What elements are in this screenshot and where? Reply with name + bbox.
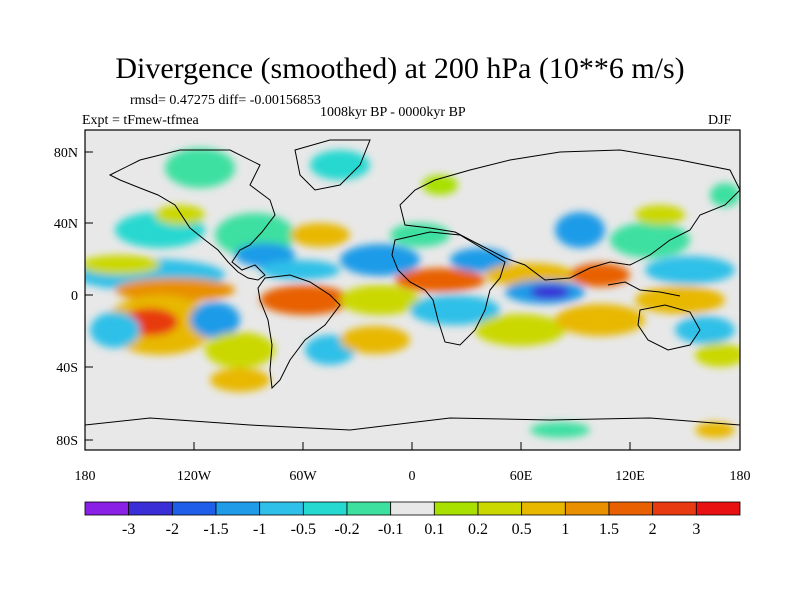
eurasia-coast	[399, 149, 740, 281]
field-blob	[165, 148, 235, 188]
field-blob	[340, 285, 420, 315]
x-tick-label: 120E	[615, 469, 645, 484]
x-tick-label: 0	[409, 469, 416, 484]
coastlines	[85, 139, 740, 431]
field-blob	[115, 278, 235, 302]
x-tick-label: 60E	[510, 469, 533, 484]
field-blob	[570, 263, 630, 287]
colorbar-swatch	[433, 501, 479, 516]
y-tick-label: 0	[71, 289, 78, 304]
colorbar-label: 1.5	[599, 521, 619, 538]
y-tick-label: 80N	[54, 146, 78, 161]
colorbar-label: -3	[122, 521, 135, 538]
colorbar-labels: -3 -2 -1.5 -1 -0.5 -0.2 -0.1 0.1 0.2 0.5 1 1.5 2 3	[122, 521, 700, 538]
colorbar-label: 3	[692, 521, 700, 538]
colorbar-label: 2	[649, 521, 657, 538]
divergence-field	[85, 130, 740, 450]
stats-label: rmsd= 0.47275 diff= -0.00156853	[130, 93, 321, 108]
colorbar-swatch	[84, 501, 130, 516]
colorbar-label: -0.1	[378, 521, 403, 538]
field-blob	[635, 205, 685, 225]
season-label: DJF	[708, 113, 732, 128]
colorbar-label: -1.5	[203, 521, 228, 538]
x-tick-label: 120W	[177, 469, 212, 484]
field-blob	[340, 326, 410, 354]
field-blob	[675, 316, 735, 344]
colorbar-swatch	[171, 501, 217, 516]
field-blob	[210, 368, 270, 392]
colorbar-swatch	[390, 501, 435, 516]
maritime-continent-coast	[607, 281, 681, 297]
colorbar-label: 0.1	[424, 521, 444, 538]
y-tick-label: 40S	[56, 361, 78, 376]
colorbar-swatch	[652, 501, 697, 516]
field-blob	[695, 343, 740, 367]
axis-ticks	[85, 151, 631, 450]
colorbar-swatch	[215, 501, 261, 516]
colorbar-swatch	[346, 501, 392, 516]
field-blob	[610, 222, 690, 258]
x-tick-labels: 180 120W 60W 0 60E 120E 180	[75, 469, 751, 484]
field-blob	[555, 304, 645, 336]
colorbar-swatch	[477, 501, 523, 516]
y-tick-label: 80S	[56, 434, 78, 449]
field-blob	[555, 212, 605, 248]
field-blob	[410, 295, 500, 325]
x-tick-label: 180	[730, 469, 751, 484]
australia-coast	[637, 304, 701, 351]
field-blob	[450, 248, 510, 272]
colorbar-label: 0.2	[468, 521, 488, 538]
field-blob	[155, 205, 205, 225]
y-tick-labels: 80N 40N 0 40S 80S	[54, 146, 78, 449]
field-blob	[635, 286, 725, 314]
colorbar-swatch	[695, 501, 741, 516]
field-blob	[235, 243, 295, 267]
colorbar-label: 1	[561, 521, 569, 538]
field-blob	[695, 422, 735, 438]
colorbar	[84, 501, 741, 516]
field-blob	[710, 183, 740, 207]
colorbar-swatch	[259, 501, 304, 516]
period-label: 1008kyr BP - 0000kyr BP	[320, 105, 466, 120]
field-blob	[90, 312, 140, 348]
field-blob	[190, 302, 240, 338]
field-blob	[260, 285, 350, 315]
colorbar-swatch	[608, 501, 654, 516]
field-blob	[530, 285, 570, 299]
north-america-coast	[108, 149, 276, 281]
colorbar-label: -1	[253, 521, 266, 538]
colorbar-label: 0.5	[512, 521, 532, 538]
field-blob	[422, 175, 458, 195]
field-blob	[530, 422, 590, 438]
experiment-label: Expt = tFmew-tfmea	[82, 113, 199, 128]
colorbar-swatch	[521, 501, 566, 516]
africa-coast	[391, 231, 506, 346]
greenland-coast	[294, 139, 371, 191]
field-blob	[645, 256, 735, 284]
field-blob	[205, 332, 275, 368]
y-tick-label: 40N	[54, 217, 78, 232]
colorbar-label: -0.5	[291, 521, 316, 538]
colorbar-swatch	[302, 501, 348, 516]
colorbar-label: -2	[166, 521, 179, 538]
map-title: Divergence (smoothed) at 200 hPa (10**6 …	[115, 52, 685, 85]
field-blob	[85, 255, 160, 275]
colorbar-swatch	[564, 501, 610, 516]
x-tick-label: 180	[75, 469, 96, 484]
field-blob	[290, 223, 350, 247]
south-america-coast	[257, 274, 341, 390]
field-blob	[475, 314, 565, 346]
field-blob	[260, 260, 340, 280]
field-blob	[310, 150, 370, 180]
x-tick-label: 60W	[289, 469, 317, 484]
colorbar-label: -0.2	[334, 521, 359, 538]
colorbar-swatch	[128, 501, 173, 516]
antarctica-coast	[85, 417, 740, 431]
field-blob	[340, 244, 420, 276]
